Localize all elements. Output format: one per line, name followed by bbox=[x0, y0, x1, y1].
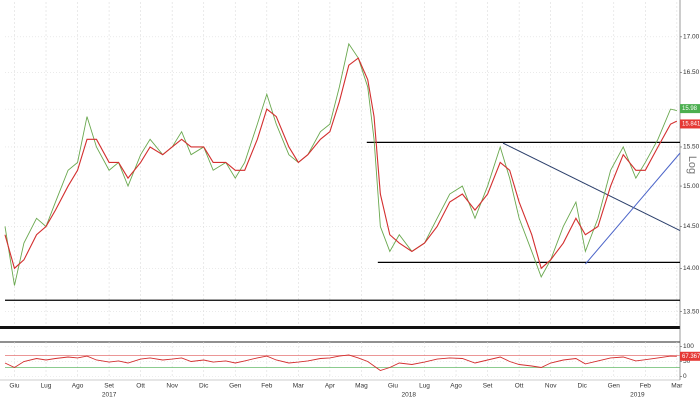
series-line bbox=[4, 354, 677, 371]
last-value-tag bbox=[680, 104, 700, 114]
last-value-label: 15.8419 bbox=[682, 122, 700, 128]
y-tick-label: 14.50 bbox=[683, 223, 700, 230]
y-tick-label: 15.50 bbox=[683, 144, 700, 151]
x-tick-label: Set bbox=[104, 383, 114, 390]
y-tick-label: 16.50 bbox=[683, 69, 700, 76]
x-tick-label: Giu bbox=[388, 383, 399, 390]
x-tick-label: Giu bbox=[9, 383, 20, 390]
x-tick-label: Ott bbox=[136, 383, 145, 390]
x-tick-label: Dic bbox=[199, 383, 209, 390]
trend-line bbox=[502, 142, 681, 232]
x-tick-label: Feb bbox=[640, 383, 652, 390]
y-tick-label: 13.50 bbox=[683, 308, 700, 315]
x-tick-label: Mar bbox=[671, 383, 683, 390]
y-tick-label: 0 bbox=[683, 373, 687, 380]
last-value-tag bbox=[680, 119, 700, 129]
x-tick-label: Lug bbox=[41, 383, 52, 390]
x-tick-label: Set bbox=[483, 383, 493, 390]
x-tick-label: Gen bbox=[608, 383, 621, 390]
x-tick-label: Mag bbox=[355, 383, 368, 390]
last-value-label: 15.98 bbox=[682, 106, 698, 112]
x-tick-label: Ago bbox=[450, 383, 462, 390]
y-tick-label: 100 bbox=[683, 343, 694, 350]
y-tick-label: 50 bbox=[683, 358, 691, 365]
y-tick-label: 17.00 bbox=[683, 34, 700, 41]
x-tick-label: Gen bbox=[229, 383, 242, 390]
year-label: 2019 bbox=[630, 392, 645, 399]
x-tick-label: Feb bbox=[261, 383, 273, 390]
year-label: 2017 bbox=[102, 392, 117, 399]
series-line bbox=[4, 42, 677, 286]
y-tick-label: 14.00 bbox=[683, 265, 700, 272]
x-tick-label: Ago bbox=[72, 383, 84, 390]
x-tick-label: Apr bbox=[325, 383, 336, 390]
trend-line bbox=[584, 152, 681, 265]
last-value-label: 67.3675 bbox=[682, 354, 700, 360]
x-tick-label: Lug bbox=[419, 383, 430, 390]
year-label: 2018 bbox=[402, 392, 417, 399]
series-line bbox=[4, 57, 678, 270]
x-tick-label: Nov bbox=[545, 383, 557, 390]
panel-divider bbox=[0, 326, 680, 329]
x-tick-label: Dic bbox=[578, 383, 588, 390]
x-tick-label: Ott bbox=[515, 383, 524, 390]
y-tick-label: 15.00 bbox=[683, 183, 700, 190]
last-value-tag bbox=[680, 351, 700, 361]
x-tick-label: Nov bbox=[166, 383, 178, 390]
y-axis-label: Log bbox=[686, 156, 698, 174]
x-tick-label: Mar bbox=[293, 383, 305, 390]
